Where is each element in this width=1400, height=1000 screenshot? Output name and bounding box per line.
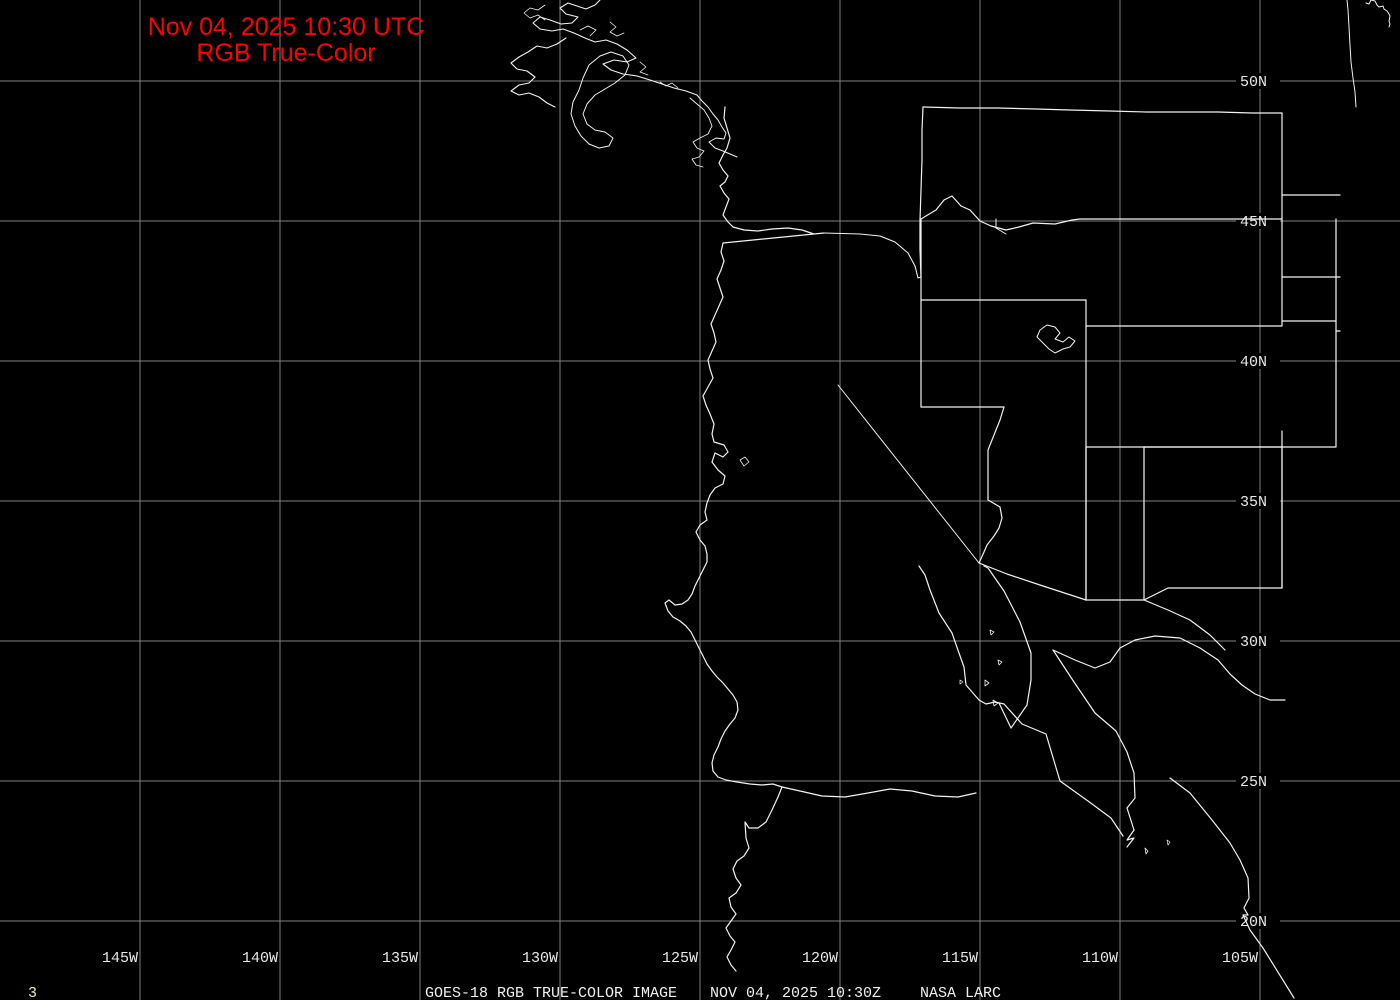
svg-text:125W: 125W: [662, 950, 698, 967]
svg-text:NOV 04, 2025 10:30Z: NOV 04, 2025 10:30Z: [710, 985, 881, 1000]
svg-text:35N: 35N: [1240, 494, 1267, 511]
svg-text:115W: 115W: [942, 950, 978, 967]
svg-text:GOES-18 RGB TRUE-COLOR IMAGE: GOES-18 RGB TRUE-COLOR IMAGE: [425, 985, 677, 1000]
svg-text:50N: 50N: [1240, 74, 1267, 91]
svg-text:NASA LARC: NASA LARC: [920, 985, 1001, 1000]
svg-text:RGB True-Color: RGB True-Color: [196, 39, 375, 67]
svg-text:140W: 140W: [242, 950, 278, 967]
svg-text:130W: 130W: [522, 950, 558, 967]
svg-text:30N: 30N: [1240, 634, 1267, 651]
svg-text:3: 3: [28, 985, 37, 1000]
svg-text:Nov 04, 2025 10:30 UTC: Nov 04, 2025 10:30 UTC: [148, 13, 425, 41]
svg-text:45N: 45N: [1240, 214, 1267, 231]
svg-text:135W: 135W: [382, 950, 418, 967]
svg-text:145W: 145W: [102, 950, 138, 967]
svg-text:40N: 40N: [1240, 354, 1267, 371]
svg-text:120W: 120W: [802, 950, 838, 967]
svg-text:105W: 105W: [1222, 950, 1258, 967]
svg-text:25N: 25N: [1240, 774, 1267, 791]
svg-text:110W: 110W: [1082, 950, 1118, 967]
